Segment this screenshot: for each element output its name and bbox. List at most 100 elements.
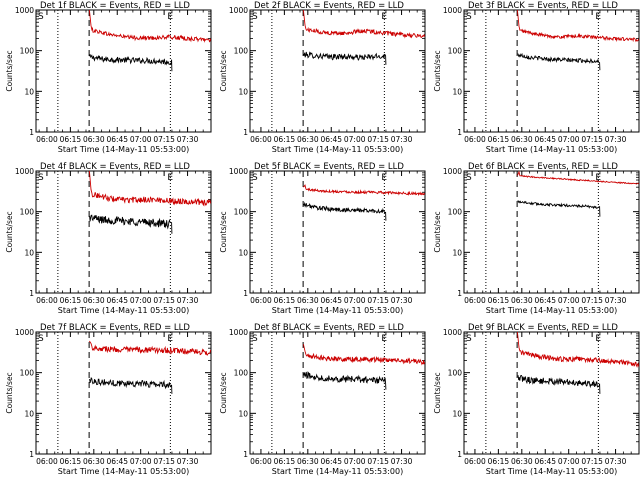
y-axis-label: Counts/sec: [219, 50, 228, 91]
x-tick-label: 06:15: [60, 296, 82, 305]
y-axis-label: Counts/sec: [433, 372, 442, 413]
x-tick-label: 06:15: [274, 135, 296, 144]
x-tick-label: 06:00: [250, 135, 272, 144]
end-marker: E: [595, 173, 601, 183]
y-tick-label: 1000: [15, 167, 34, 176]
x-tick-label: 07:15: [581, 296, 603, 305]
x-axis-label: Start Time (14-May-11 05:53:00): [272, 306, 403, 315]
x-tick-label: 07:15: [367, 457, 389, 466]
plot-frame: [463, 9, 640, 133]
chart-panel-4: Det 4f BLACK = Events, RED = LLD 1 10 100 10…: [5, 162, 212, 315]
x-tick-label: 06:30: [511, 296, 533, 305]
x-tick-label: 06:00: [36, 296, 58, 305]
y-tick-label: 10: [238, 87, 248, 96]
start-marker: S: [466, 334, 472, 344]
x-tick-label: 06:30: [511, 457, 533, 466]
x-tick-label: 07:00: [344, 135, 366, 144]
chart-title: Det 9f BLACK = Events, RED = LLD: [468, 323, 618, 333]
x-tick-label: 06:45: [534, 296, 556, 305]
x-tick-label: 06:45: [320, 457, 342, 466]
chart-panel-8: Det 8f BLACK = Events, RED = LLD 1 10 100 10…: [219, 323, 426, 476]
x-tick-label: 07:30: [177, 135, 199, 144]
start-marker: S: [38, 12, 44, 22]
x-tick-label: 06:15: [488, 296, 510, 305]
x-tick-label: 06:30: [83, 135, 105, 144]
y-tick-label: 100: [448, 208, 463, 217]
series-line-lld: [302, 9, 426, 39]
x-tick-label: 06:45: [320, 296, 342, 305]
series-line-events: [517, 52, 601, 71]
y-tick-label: 10: [452, 87, 462, 96]
x-tick-label: 07:00: [558, 457, 580, 466]
series-line-lld: [516, 9, 640, 43]
y-tick-label: 1000: [15, 6, 34, 15]
end-marker: E: [167, 12, 173, 22]
chart-panel-3: Det 3f BLACK = Events, RED = LLD 1 10 100 10…: [433, 1, 640, 154]
y-tick-label: 10: [452, 248, 462, 257]
x-axis-label: Start Time (14-May-11 05:53:00): [58, 145, 189, 154]
plot-frame: [463, 170, 640, 294]
x-tick-label: 06:45: [106, 135, 128, 144]
series-line-lld: [302, 344, 426, 366]
y-tick-label: 10: [24, 409, 34, 418]
x-axis-label: Start Time (14-May-11 05:53:00): [486, 306, 617, 315]
start-marker: S: [466, 173, 472, 183]
chart-panel-6: Det 6f BLACK = Events, RED = LLD 1 10 100 10…: [433, 162, 640, 315]
y-tick-label: 10: [238, 248, 248, 257]
y-tick-label: 10: [24, 87, 34, 96]
plot-frame: [35, 331, 212, 455]
y-tick-label: 1: [457, 289, 462, 298]
y-tick-label: 100: [234, 208, 249, 217]
x-tick-label: 07:30: [391, 135, 413, 144]
start-marker: S: [38, 334, 44, 344]
x-tick-label: 06:30: [83, 296, 105, 305]
plot-frame: [35, 9, 212, 133]
chart-title: Det 2f BLACK = Events, RED = LLD: [254, 1, 404, 11]
x-axis-label: Start Time (14-May-11 05:53:00): [486, 145, 617, 154]
y-axis-label: Counts/sec: [433, 211, 442, 252]
x-axis-label: Start Time (14-May-11 05:53:00): [58, 467, 189, 476]
y-tick-label: 100: [448, 47, 463, 56]
x-tick-label: 06:00: [250, 296, 272, 305]
y-tick-label: 100: [20, 369, 35, 378]
chart-title: Det 7f BLACK = Events, RED = LLD: [40, 323, 190, 333]
x-tick-label: 07:30: [605, 296, 627, 305]
y-axis-label: Counts/sec: [5, 372, 14, 413]
x-tick-label: 06:00: [464, 296, 486, 305]
chart-panel-9: Det 9f BLACK = Events, RED = LLD 1 10 100 10…: [433, 323, 640, 476]
x-tick-label: 07:00: [558, 296, 580, 305]
chart-title: Det 5f BLACK = Events, RED = LLD: [254, 162, 404, 172]
chart-title: Det 8f BLACK = Events, RED = LLD: [254, 323, 404, 333]
plot-frame: [463, 331, 640, 455]
y-tick-label: 100: [448, 369, 463, 378]
x-tick-label: 07:30: [177, 296, 199, 305]
x-tick-label: 06:30: [511, 135, 533, 144]
chart-panel-7: Det 7f BLACK = Events, RED = LLD 1 10 100 10…: [5, 323, 212, 476]
y-tick-label: 1000: [443, 167, 462, 176]
end-marker: E: [167, 334, 173, 344]
x-tick-label: 07:30: [391, 457, 413, 466]
end-marker: E: [595, 334, 601, 344]
start-marker: S: [252, 173, 258, 183]
y-tick-label: 1: [29, 450, 34, 459]
series-line-lld: [88, 170, 212, 207]
plot-frame: [35, 170, 212, 294]
end-marker: E: [381, 173, 387, 183]
y-tick-label: 1000: [443, 6, 462, 15]
x-tick-label: 06:00: [464, 135, 486, 144]
x-tick-label: 07:30: [605, 457, 627, 466]
series-line-events: [303, 201, 387, 221]
x-tick-label: 07:00: [130, 457, 152, 466]
x-tick-label: 06:30: [297, 457, 319, 466]
x-tick-label: 07:00: [344, 296, 366, 305]
series-line-lld: [88, 9, 212, 43]
x-tick-label: 07:30: [177, 457, 199, 466]
series-line-events: [303, 371, 387, 390]
x-tick-label: 06:15: [60, 457, 82, 466]
x-tick-label: 06:45: [320, 135, 342, 144]
plot-frame: [249, 331, 426, 455]
start-marker: S: [252, 12, 258, 22]
y-tick-label: 1000: [443, 328, 462, 337]
y-axis-label: Counts/sec: [433, 50, 442, 91]
